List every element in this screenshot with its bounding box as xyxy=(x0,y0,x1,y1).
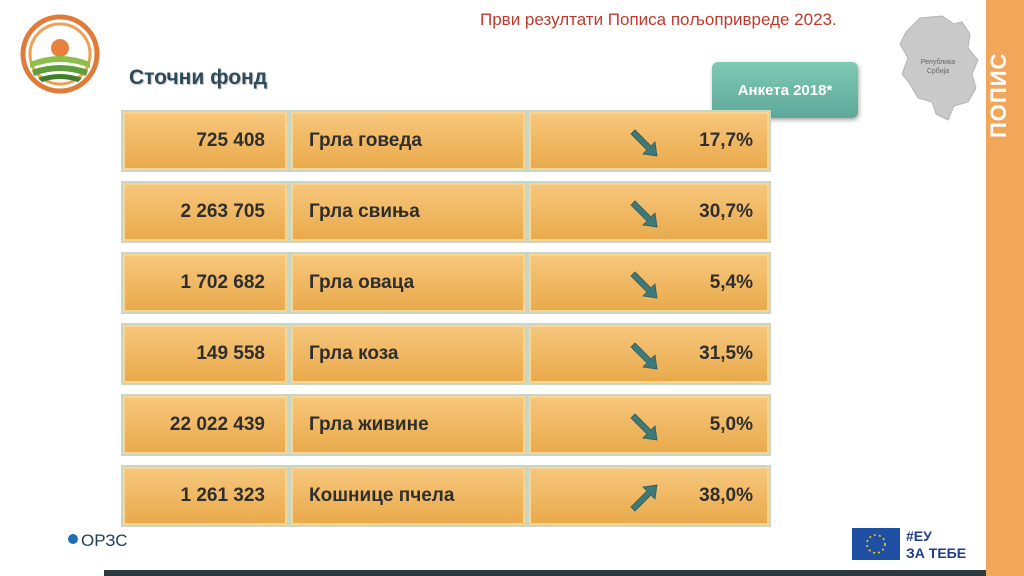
arrow-down-icon xyxy=(630,413,658,441)
pct-cell: 5,4% xyxy=(527,252,771,314)
pct-text: 5,0% xyxy=(709,414,753,435)
header-title: Први резултати Пописа пољопривреде 2023. xyxy=(480,10,837,29)
label-cell: Кошнице пчела xyxy=(289,465,527,527)
census-logo xyxy=(20,14,100,94)
table-row: 725 408 Грла говеда 17,7% xyxy=(121,110,771,172)
eu-tag-line2: ЗА ТЕБЕ xyxy=(906,545,966,561)
value-text: 2 263 705 xyxy=(180,201,265,222)
table-row: 1 702 682 Грла оваца 5,4% xyxy=(121,252,771,314)
value-text: 725 408 xyxy=(196,130,265,151)
label-cell: Грла говеда xyxy=(289,110,527,172)
pct-text: 38,0% xyxy=(699,485,753,506)
side-band: ПОПИС xyxy=(986,0,1024,576)
arrow-down-icon xyxy=(630,200,658,228)
label-cell: Грла свиња xyxy=(289,181,527,243)
arrow-down-icon xyxy=(630,342,658,370)
label-text: Грла коза xyxy=(309,343,399,364)
survey-2018-button[interactable]: Анкета 2018* xyxy=(712,62,858,118)
value-cell: 149 558 xyxy=(121,323,289,385)
page-title: Сточни фонд xyxy=(129,66,268,89)
pct-text: 30,7% xyxy=(699,201,753,222)
label-text: Кошнице пчела xyxy=(309,485,455,506)
pct-cell: 31,5% xyxy=(527,323,771,385)
arrow-down-icon xyxy=(630,129,658,157)
value-cell: 1 702 682 xyxy=(121,252,289,314)
value-cell: 725 408 xyxy=(121,110,289,172)
value-text: 1 261 323 xyxy=(180,485,265,506)
value-cell: 1 261 323 xyxy=(121,465,289,527)
value-cell: 2 263 705 xyxy=(121,181,289,243)
value-text: 1 702 682 xyxy=(180,272,265,293)
pct-cell: 17,7% xyxy=(527,110,771,172)
orzs-logo-text: ОРЗС xyxy=(81,531,128,550)
value-cell: 22 022 439 xyxy=(121,394,289,456)
arrow-up-icon xyxy=(630,484,658,512)
table-row: 149 558 Грла коза 31,5% xyxy=(121,323,771,385)
serbia-map-icon: Република Србија xyxy=(899,15,979,121)
bottom-strip xyxy=(104,570,986,576)
label-cell: Грла оваца xyxy=(289,252,527,314)
label-text: Грла говеда xyxy=(309,130,422,151)
eu-tag-line1: #ЕУ xyxy=(906,528,932,544)
pct-text: 31,5% xyxy=(699,343,753,364)
value-text: 149 558 xyxy=(196,343,265,364)
orzs-logo: ОРЗС xyxy=(68,531,128,550)
pct-cell: 30,7% xyxy=(527,181,771,243)
livestock-table: 725 408 Грла говеда 17,7% 2 263 705 Грла… xyxy=(121,110,771,536)
eu-badge: #ЕУ ЗА ТЕБЕ xyxy=(852,528,966,561)
table-row: 22 022 439 Грла живине 5,0% xyxy=(121,394,771,456)
table-row: 2 263 705 Грла свиња 30,7% xyxy=(121,181,771,243)
pct-cell: 5,0% xyxy=(527,394,771,456)
pct-text: 17,7% xyxy=(699,130,753,151)
side-band-label: ПОПИС xyxy=(986,52,1011,138)
pct-cell: 38,0% xyxy=(527,465,771,527)
label-text: Грла оваца xyxy=(309,272,415,293)
label-cell: Грла коза xyxy=(289,323,527,385)
map-label-line2: Србија xyxy=(927,67,949,75)
label-cell: Грла живине xyxy=(289,394,527,456)
map-label-line1: Република xyxy=(921,58,956,66)
pct-text: 5,4% xyxy=(709,272,753,293)
table-row: 1 261 323 Кошнице пчела 38,0% xyxy=(121,465,771,527)
value-text: 22 022 439 xyxy=(169,414,265,435)
arrow-down-icon xyxy=(630,271,658,299)
label-text: Грла живине xyxy=(309,414,429,435)
label-text: Грла свиња xyxy=(309,201,420,222)
